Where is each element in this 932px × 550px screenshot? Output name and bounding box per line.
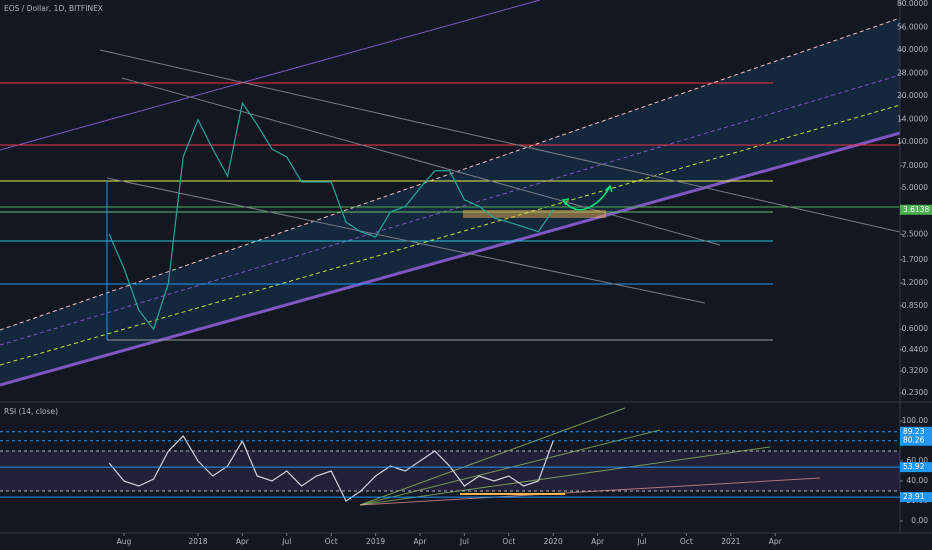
level-label: 89.23	[903, 427, 925, 436]
y-tick-label: 0.00	[911, 516, 928, 525]
chart-title: EOS / Dollar, 1D, BITFINEX	[4, 4, 103, 13]
rsi-title: RSI (14, close)	[4, 407, 58, 416]
level-badge	[900, 435, 932, 446]
x-tick-label: Jul	[636, 537, 646, 546]
x-tick-label: 2020	[544, 537, 563, 546]
y-tick-label: 0.4400	[902, 345, 928, 354]
level-badge	[900, 492, 932, 503]
y-tick-label: 1.2000	[902, 278, 928, 287]
level-badge	[900, 462, 932, 473]
y-tick-label: 7.0000	[902, 161, 928, 170]
x-tick-label: Apr	[414, 537, 428, 546]
y-tick-label: 40.0000	[897, 45, 928, 54]
y-tick-label: 10.0000	[897, 137, 928, 146]
y-tick-label: 0.2300	[902, 388, 928, 397]
y-tick-label: 56.0000	[897, 23, 928, 32]
x-tick-label: Oct	[680, 537, 693, 546]
level-badge	[900, 204, 932, 215]
x-tick-label: Apr	[591, 537, 605, 546]
y-tick-label: 14.0000	[897, 115, 928, 124]
x-tick-label: 2018	[188, 537, 207, 546]
x-tick-label: Aug	[117, 537, 132, 546]
x-tick-label: Oct	[325, 537, 338, 546]
x-tick-label: Jul	[459, 537, 469, 546]
y-tick-label: 28.0000	[897, 69, 928, 78]
level-label: 80.26	[903, 436, 925, 445]
x-tick-label: Apr	[236, 537, 250, 546]
x-tick-label: Oct	[502, 537, 515, 546]
level-badge	[900, 426, 932, 437]
y-tick-label: 0.6000	[902, 324, 928, 333]
y-tick-label: 1.7000	[902, 255, 928, 264]
x-tick-label: Apr	[769, 537, 783, 546]
drawings	[0, 0, 932, 534]
y-tick-label: 100.00	[902, 416, 928, 425]
y-tick-label: 2.5000	[902, 229, 928, 238]
y-tick-label: 60.00	[907, 456, 929, 465]
price-line	[108, 435, 554, 502]
x-tick-label: Jul	[281, 537, 291, 546]
y-tick-label: 0.3200	[902, 366, 928, 375]
y-tick-label: 0.8500	[902, 301, 928, 310]
level-label: 3.6138	[903, 205, 929, 214]
x-tick-label: 2021	[721, 537, 740, 546]
price-line	[108, 101, 554, 331]
level-label: 53.92	[903, 462, 925, 471]
x-tick-label: 2019	[366, 537, 385, 546]
level-label: 23.91	[903, 492, 925, 501]
y-tick-label: 20.0000	[897, 91, 928, 100]
y-tick-label: 5.0000	[902, 183, 928, 192]
y-tick-label: 40.00	[907, 476, 929, 485]
y-tick-label: 80.0000	[897, 0, 928, 8]
